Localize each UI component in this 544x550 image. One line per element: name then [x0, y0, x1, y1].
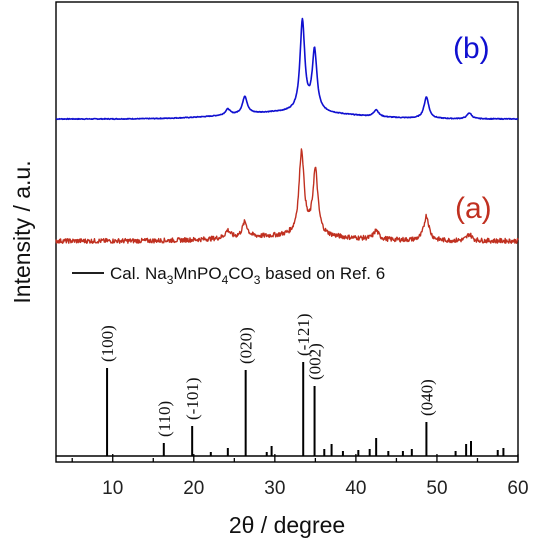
panel-label-b: (b) — [453, 32, 490, 65]
annotation-2: (-101) — [183, 378, 202, 420]
x-axis-ticks — [71, 454, 519, 462]
x-tick-label-2: 30 — [264, 478, 285, 499]
series-a-line — [55, 148, 519, 245]
series-b-line — [55, 17, 519, 121]
legend-text: Cal. Na3MnPO4CO3 based on Ref. 6 — [110, 264, 385, 287]
annotation-5: (002) — [306, 343, 325, 380]
y-axis-title: Intensity / a.u. — [9, 160, 35, 303]
plot-frame — [55, 1, 519, 463]
annotation-3: (020) — [237, 327, 256, 364]
annotation-1: (110) — [155, 401, 174, 437]
x-tick-label-0: 10 — [102, 478, 123, 499]
x-tick-label-3: 40 — [345, 478, 366, 499]
x-tick-label-4: 50 — [426, 478, 447, 499]
annotation-4: (-121) — [294, 314, 313, 356]
x-axis-title: 2θ / degree — [229, 512, 345, 538]
miller-index-annotations: (100) (110) (-101) (020) (-121)(002) (040) — [98, 314, 436, 437]
panel-label-a: (a) — [455, 192, 492, 225]
x-tick-label-5: 60 — [507, 478, 528, 499]
calc-sticks — [106, 362, 505, 456]
x-axis-tick-labels: 10 20 30 40 50 60 — [102, 478, 528, 499]
x-tick-label-1: 20 — [183, 478, 204, 499]
annotation-6: (040) — [417, 379, 436, 416]
annotation-0: (100) — [98, 325, 117, 362]
